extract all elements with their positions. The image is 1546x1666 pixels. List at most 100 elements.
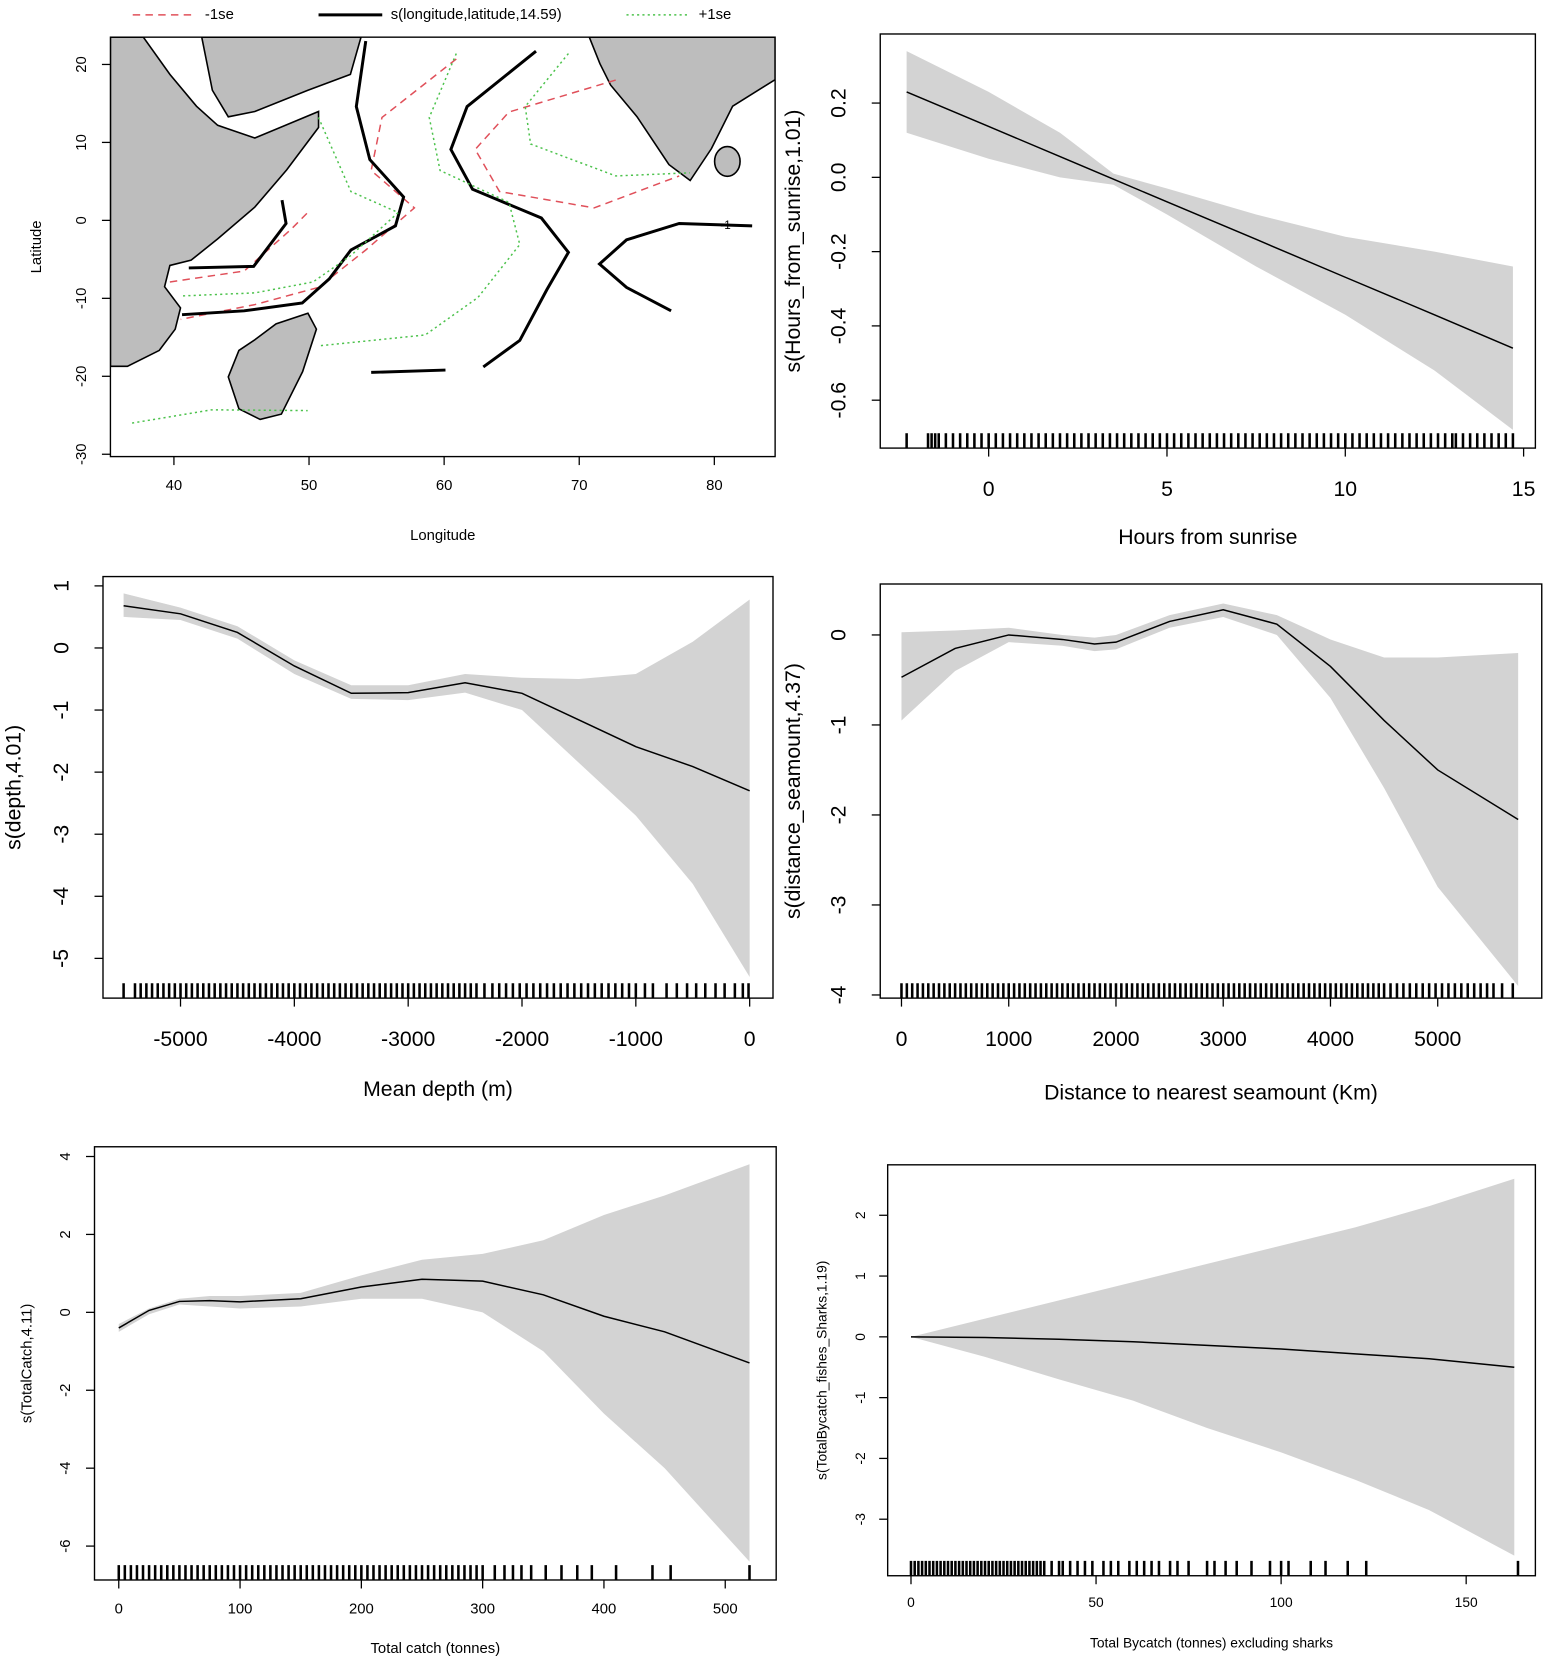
land [110, 37, 776, 421]
x-axis-label: Mean depth (m) [363, 1078, 513, 1101]
x-tick-label: -3000 [381, 1028, 435, 1051]
y-axis-label: s(TotalCatch,4.11) [20, 1304, 36, 1424]
x-tick-label: -1000 [609, 1028, 663, 1051]
y-tick-label: -1 [853, 1391, 868, 1403]
x-tick-label: 150 [1455, 1595, 1478, 1610]
x-tick-label: 40 [166, 478, 183, 494]
x-tick-label: 0 [115, 1602, 123, 1618]
confidence-band [906, 51, 1513, 430]
arabia [200, 37, 362, 118]
x-tick-label: 0 [744, 1028, 756, 1051]
y-tick-label: -2 [58, 1384, 74, 1397]
x-tick-label: 0 [907, 1595, 915, 1610]
fit-line [906, 91, 1514, 349]
x-tick-label: 0 [983, 478, 995, 501]
plot-frame [102, 575, 774, 999]
contour-line [524, 53, 691, 177]
y-tick-label: 0.0 [828, 163, 851, 192]
y-tick-label: -2 [50, 763, 73, 782]
confidence-band [123, 593, 750, 978]
africa [110, 37, 320, 368]
x-tick-label: 50 [1088, 1595, 1104, 1610]
fit-line [910, 1336, 1515, 1368]
contour-line [597, 221, 753, 313]
contour-line [180, 58, 457, 321]
legend-label: s(longitude,latitude,14.59) [391, 7, 562, 23]
x-tick-label: 2000 [1092, 1028, 1139, 1051]
contour-line [180, 117, 400, 297]
plot-frame [93, 1146, 777, 1581]
y-tick-label: -4 [58, 1462, 74, 1475]
x-tick-label: 300 [470, 1602, 495, 1618]
y-tick-label: -2 [828, 806, 851, 825]
x-tick-label: 1000 [985, 1028, 1032, 1051]
madagascar [227, 312, 318, 421]
x-tick-label: 5 [1161, 478, 1173, 501]
x-axis-label: Total Bycatch (tonnes) excluding sharks [1090, 1635, 1333, 1650]
x-tick-label: -4000 [267, 1028, 321, 1051]
y-axis-label: s(depth,4.01) [2, 725, 25, 850]
x-tick-label: 80 [706, 478, 723, 494]
x-tick-label: -2000 [495, 1028, 549, 1051]
y-tick-label: 2 [58, 1230, 74, 1238]
y-tick-label: -5 [50, 949, 73, 968]
legend-label: +1se [699, 7, 732, 23]
legend-label: -1se [205, 7, 234, 23]
x-tick-label: 70 [571, 478, 588, 494]
x-axis-label: Distance to nearest seamount (Km) [1044, 1081, 1378, 1104]
india [588, 37, 776, 182]
y-tick-label: -4 [50, 887, 73, 906]
y-tick-label: 0.2 [828, 88, 851, 117]
contour-line [318, 53, 521, 347]
y-tick-label: 0 [58, 1308, 74, 1316]
y-tick-label: -1 [828, 716, 851, 735]
y-tick-label: 0 [853, 1333, 868, 1341]
x-tick-label: 100 [1270, 1595, 1293, 1610]
plot-frame [879, 583, 1543, 999]
plot-frame [886, 1164, 1537, 1577]
y-tick-label: -10 [74, 288, 90, 309]
y-tick-label: -3 [853, 1513, 868, 1526]
x-axis-label: Hours from sunrise [1118, 526, 1297, 549]
x-tick-label: 100 [228, 1602, 253, 1618]
y-axis-label: s(distance_seamount,4.37) [782, 663, 805, 919]
confidence-band [910, 1178, 1515, 1556]
x-tick-label: 400 [592, 1602, 617, 1618]
y-axis-label: s(TotalBycatch_fishes_Sharks,1.19) [815, 1261, 830, 1480]
contour-line [181, 40, 406, 317]
y-tick-label: 0 [828, 629, 851, 641]
y-tick-label: 0 [50, 642, 73, 654]
y-tick-label: -3 [50, 825, 73, 844]
fit-line [901, 608, 1519, 821]
x-tick-label: 10 [1333, 478, 1357, 501]
y-axis-label: Latitude [29, 220, 45, 273]
x-axis-label: Total catch (tonnes) [371, 1641, 501, 1657]
sri-lanka [713, 145, 741, 178]
y-tick-label: -6 [58, 1539, 74, 1552]
y-tick-label: -0.2 [828, 233, 851, 270]
x-tick-label: 60 [436, 478, 453, 494]
y-tick-label: 4 [58, 1152, 74, 1160]
y-tick-label: 1 [853, 1272, 868, 1280]
x-tick-label: 0 [896, 1028, 908, 1051]
plot-frame [109, 36, 776, 458]
y-tick-label: 10 [74, 134, 90, 151]
contour-line [188, 199, 288, 270]
y-tick-label: -30 [74, 444, 90, 465]
y-tick-label: -0.4 [828, 307, 851, 344]
x-tick-label: -5000 [153, 1028, 207, 1051]
x-tick-label: 4000 [1307, 1028, 1354, 1051]
fit-line [123, 605, 750, 792]
x-tick-label: 15 [1512, 478, 1536, 501]
y-tick-label: 0 [74, 216, 90, 224]
y-tick-label: -4 [828, 985, 851, 1004]
plot-frame [879, 33, 1537, 449]
x-tick-label: 3000 [1200, 1028, 1247, 1051]
x-tick-label: 200 [349, 1602, 374, 1618]
contour-line [449, 50, 571, 369]
x-tick-label: 5000 [1414, 1028, 1461, 1051]
x-tick-label: 500 [713, 1602, 738, 1618]
y-tick-label: -2 [853, 1452, 868, 1464]
